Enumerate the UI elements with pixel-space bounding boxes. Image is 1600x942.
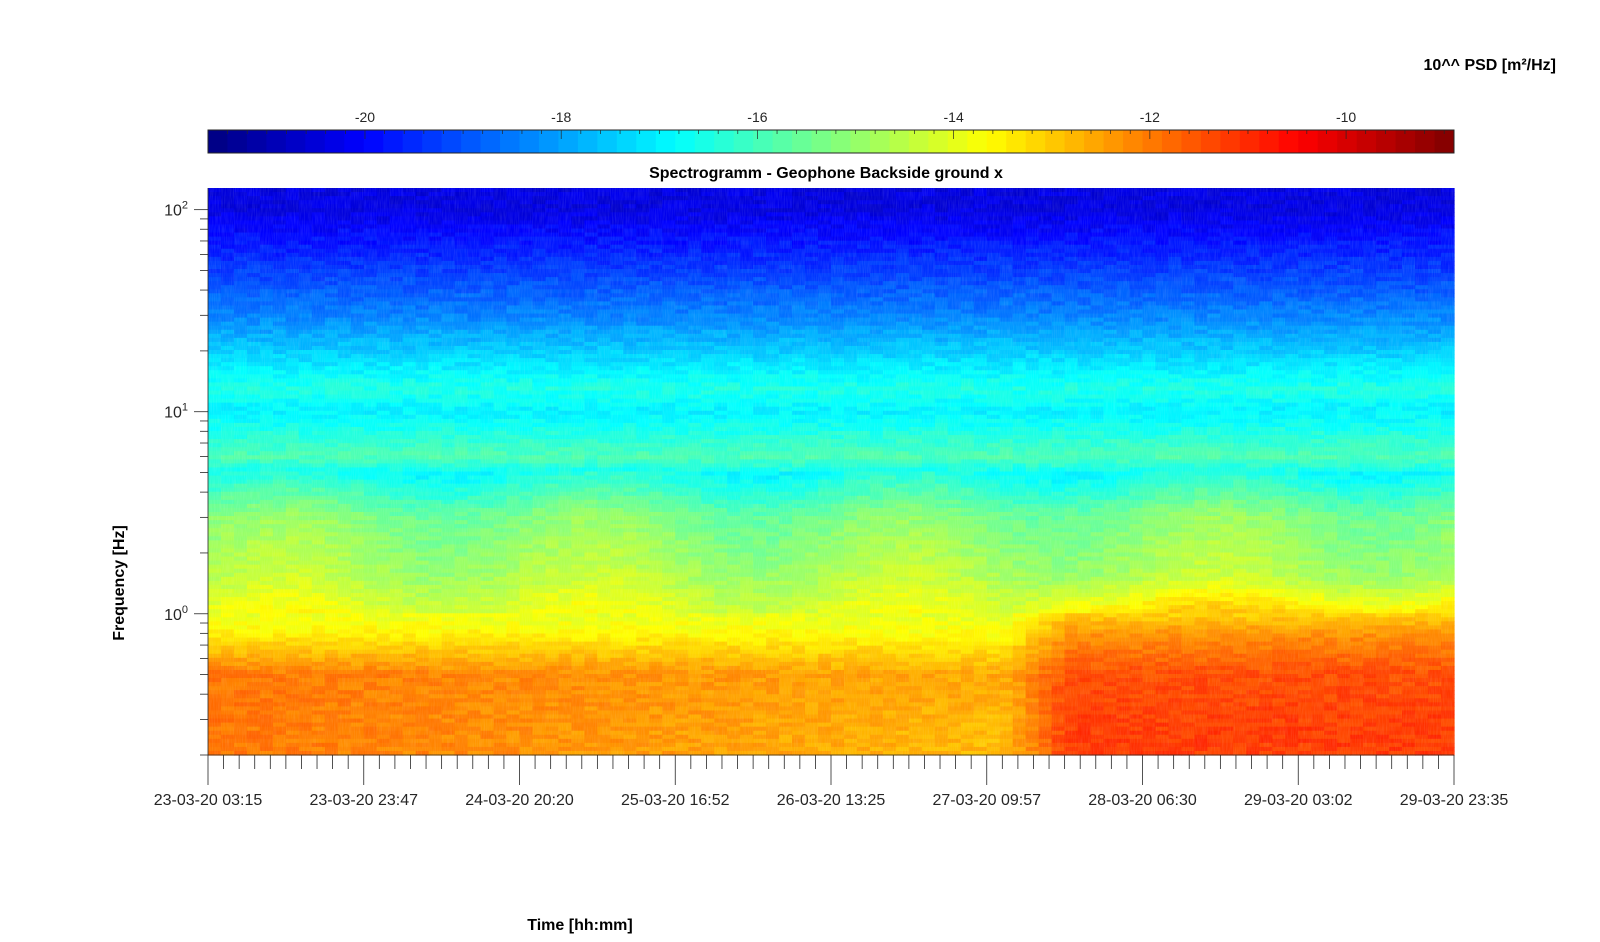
colorbar-swatch bbox=[383, 130, 404, 153]
colorbar-swatch bbox=[1415, 130, 1436, 153]
colorbar-tick-label: -18 bbox=[551, 109, 571, 125]
colorbar-swatch bbox=[577, 130, 598, 153]
colorbar-swatch bbox=[1084, 130, 1105, 153]
colorbar-swatch bbox=[1259, 130, 1280, 153]
colorbar-swatch bbox=[675, 130, 696, 153]
colorbar-swatch bbox=[694, 130, 715, 153]
colorbar-swatch bbox=[889, 130, 910, 153]
colorbar-swatch bbox=[519, 130, 540, 153]
colorbar-tick-label: -10 bbox=[1336, 109, 1356, 125]
colorbar-swatch bbox=[208, 130, 228, 153]
colorbar-swatch bbox=[1064, 130, 1085, 153]
colorbar-label: 10^^ PSD [m²/Hz] bbox=[1424, 57, 1556, 74]
colorbar-swatch bbox=[500, 130, 520, 153]
spectrogram-plot-area bbox=[208, 188, 1455, 756]
colorbar-swatch bbox=[1337, 130, 1358, 153]
colorbar-swatch bbox=[1356, 130, 1377, 153]
colorbar-swatch bbox=[597, 130, 618, 153]
colorbar-frame bbox=[207, 129, 1455, 154]
colorbar-swatch bbox=[636, 130, 657, 153]
colorbar-swatch bbox=[967, 130, 988, 153]
colorbar-swatch bbox=[1142, 130, 1163, 153]
colorbar-swatch bbox=[1239, 130, 1260, 153]
colorbar: -20 -18 -16 -14 -12 -10 bbox=[207, 109, 1455, 154]
colorbar-swatch bbox=[266, 130, 287, 153]
colorbar-tick-label: -16 bbox=[747, 109, 767, 125]
colorbar-swatch bbox=[869, 130, 890, 153]
colorbar-swatch bbox=[947, 130, 968, 153]
colorbar-swatch bbox=[1395, 130, 1416, 153]
colorbar-swatch bbox=[422, 130, 443, 153]
colorbar-swatch bbox=[928, 130, 949, 153]
colorbar-swatch bbox=[1298, 130, 1319, 153]
colorbar-swatch bbox=[1317, 130, 1338, 153]
colorbar-swatch bbox=[480, 130, 501, 153]
colorbar-swatch bbox=[1006, 130, 1027, 153]
colorbar-swatch bbox=[811, 130, 832, 153]
colorbar-swatch bbox=[1103, 130, 1124, 153]
colorbar-swatch bbox=[538, 130, 559, 153]
colorbar-swatch bbox=[344, 130, 365, 153]
colorbar-swatch bbox=[1278, 130, 1299, 153]
colorbar-swatch bbox=[1376, 130, 1397, 153]
colorbar-swatch bbox=[1434, 130, 1455, 153]
colorbar-swatch bbox=[714, 130, 735, 153]
colorbar-swatch bbox=[402, 130, 423, 153]
colorbar-tick-label: -12 bbox=[1140, 109, 1160, 125]
colorbar-swatch bbox=[558, 130, 579, 153]
colorbar-swatch bbox=[1025, 130, 1046, 153]
colorbar-swatch bbox=[616, 130, 637, 153]
colorbar-swatch bbox=[227, 130, 248, 153]
colorbar-swatch bbox=[1200, 130, 1221, 153]
colorbar-swatch bbox=[655, 130, 676, 153]
chart-title: Spectrogramm - Geophone Backside ground … bbox=[649, 165, 1003, 182]
colorbar-swatch bbox=[1161, 130, 1182, 153]
colorbar-swatch bbox=[305, 130, 326, 153]
colorbar-swatch bbox=[986, 130, 1007, 153]
colorbar-swatch bbox=[1045, 130, 1066, 153]
colorbar-swatch bbox=[753, 130, 774, 153]
colorbar-swatch bbox=[1220, 130, 1241, 153]
colorbar-swatch bbox=[1123, 130, 1143, 153]
colorbar-swatch bbox=[908, 130, 929, 153]
colorbar-swatch bbox=[285, 130, 306, 153]
colorbar-tick-label: -14 bbox=[944, 109, 964, 125]
colorbar-tick-label: -20 bbox=[355, 109, 375, 125]
colorbar-swatch bbox=[1181, 130, 1202, 153]
colorbar-swatch bbox=[246, 130, 267, 153]
colorbar-swatch bbox=[441, 130, 462, 153]
colorbar-swatch bbox=[363, 130, 384, 153]
colorbar-swatch bbox=[324, 130, 345, 153]
colorbar-swatch bbox=[850, 130, 871, 153]
colorbar-swatch bbox=[733, 130, 754, 153]
colorbar-swatch bbox=[831, 130, 851, 153]
colorbar-swatch bbox=[461, 130, 482, 153]
colorbar-swatch bbox=[792, 130, 813, 153]
colorbar-swatch bbox=[772, 130, 793, 153]
